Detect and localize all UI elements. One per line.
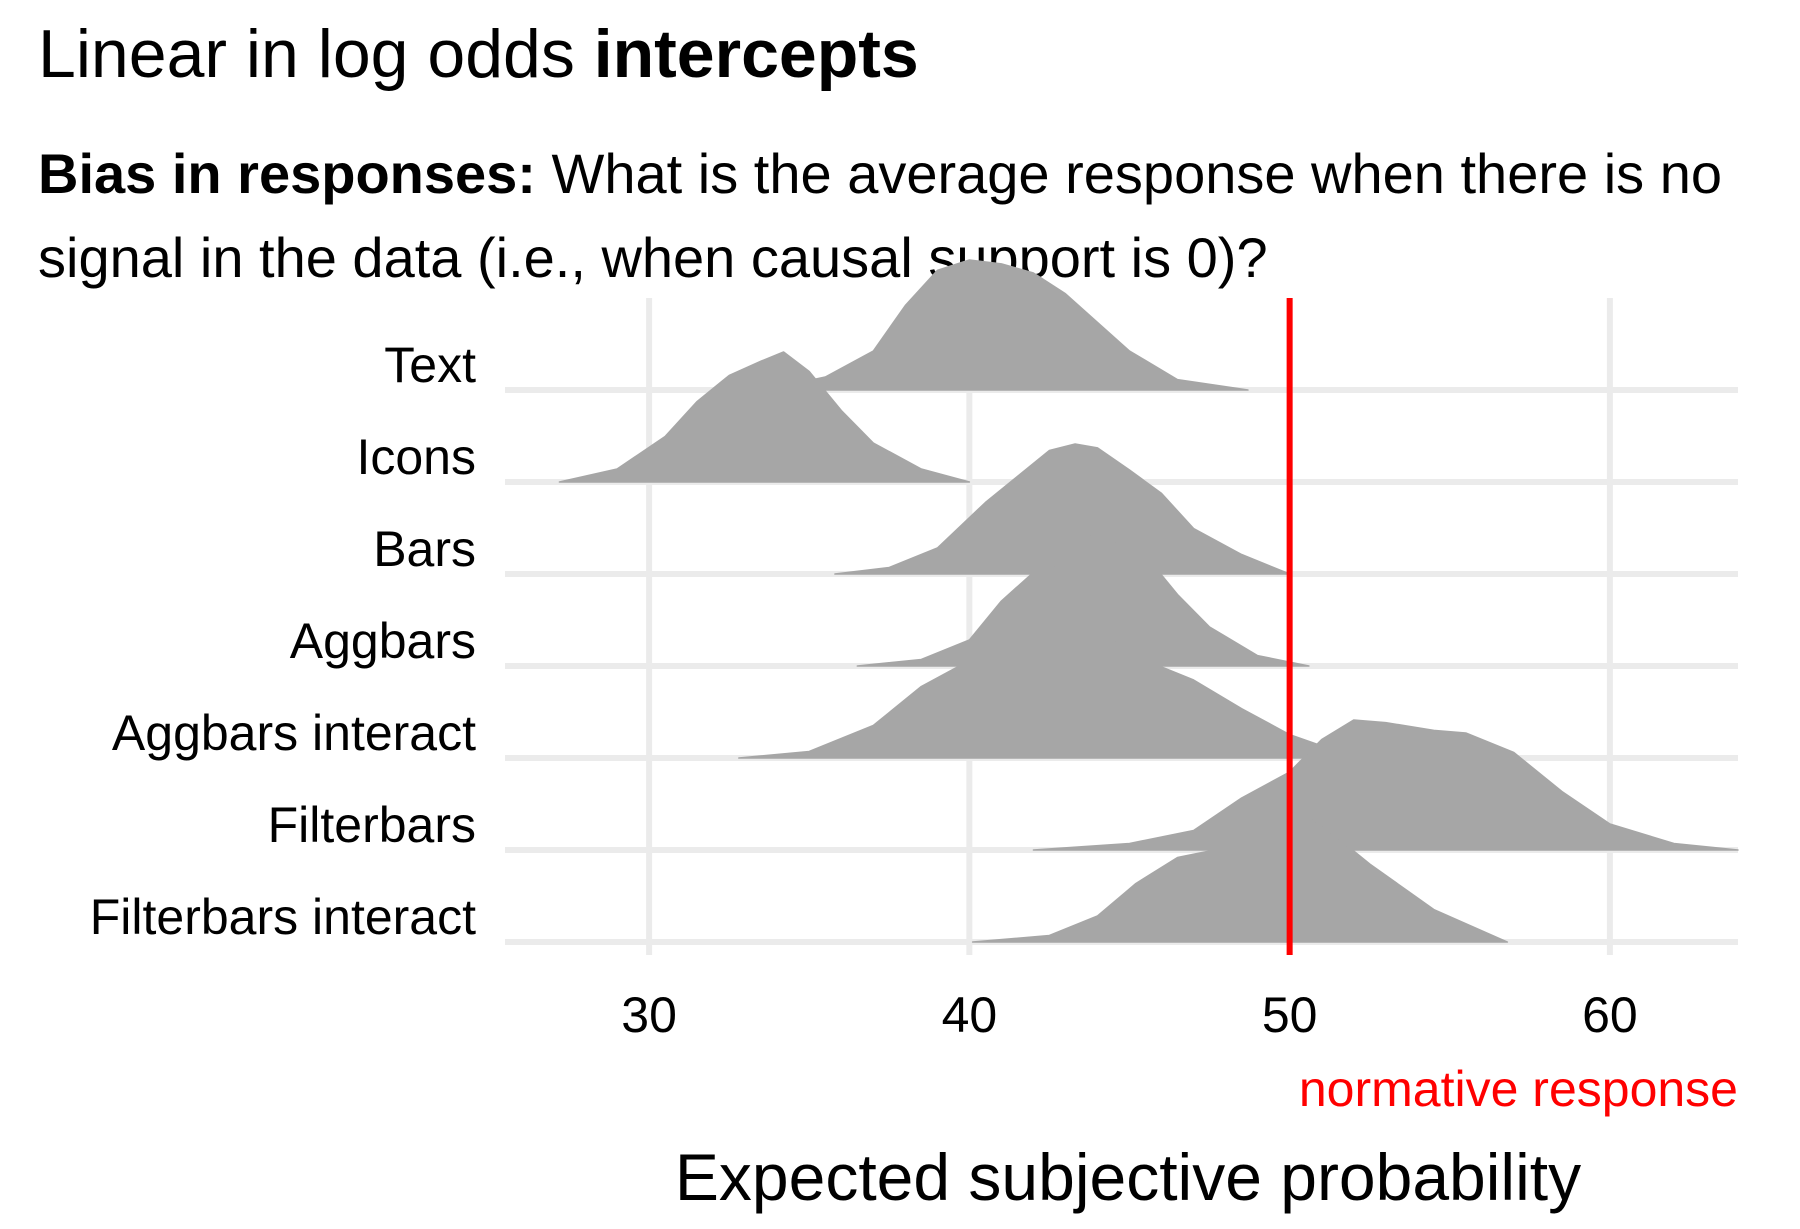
x-axis-title: Expected subjective probability (675, 1140, 1581, 1214)
ridge-icons (558, 351, 971, 483)
chart-subtitle-regular: What is the average response when there … (38, 142, 1722, 289)
ridge-filterbars-interact (971, 811, 1509, 943)
chart-subtitle-bold: Bias in responses: (38, 142, 536, 205)
x-tick-label-60: 60 (1582, 987, 1638, 1043)
x-tick-label-40: 40 (942, 987, 998, 1043)
category-label-icons: Icons (356, 429, 476, 485)
normative-response-label: normative response (1299, 1061, 1738, 1117)
ridge-aggbars (856, 535, 1310, 667)
chart-title-bold: intercepts (593, 16, 919, 92)
category-label-filterbars-interact: Filterbars interact (90, 889, 476, 945)
ridge-aggbars-interact (738, 627, 1403, 759)
ridge-bars (834, 443, 1291, 575)
category-label-filterbars: Filterbars (268, 797, 476, 853)
category-label-bars: Bars (373, 521, 476, 577)
chart-title: Linear in log odds intercepts (38, 14, 919, 94)
ridge-text (763, 259, 1249, 391)
chart-subtitle: Bias in responses: What is the average r… (38, 132, 1778, 300)
category-label-aggbars-interact: Aggbars interact (112, 705, 476, 761)
x-tick-label-50: 50 (1262, 987, 1318, 1043)
chart-title-regular: Linear in log odds (38, 16, 594, 92)
x-tick-label-30: 30 (621, 987, 677, 1043)
category-label-aggbars: Aggbars (290, 613, 476, 669)
ridge-filterbars (1032, 719, 1739, 851)
category-label-text: Text (384, 337, 476, 393)
